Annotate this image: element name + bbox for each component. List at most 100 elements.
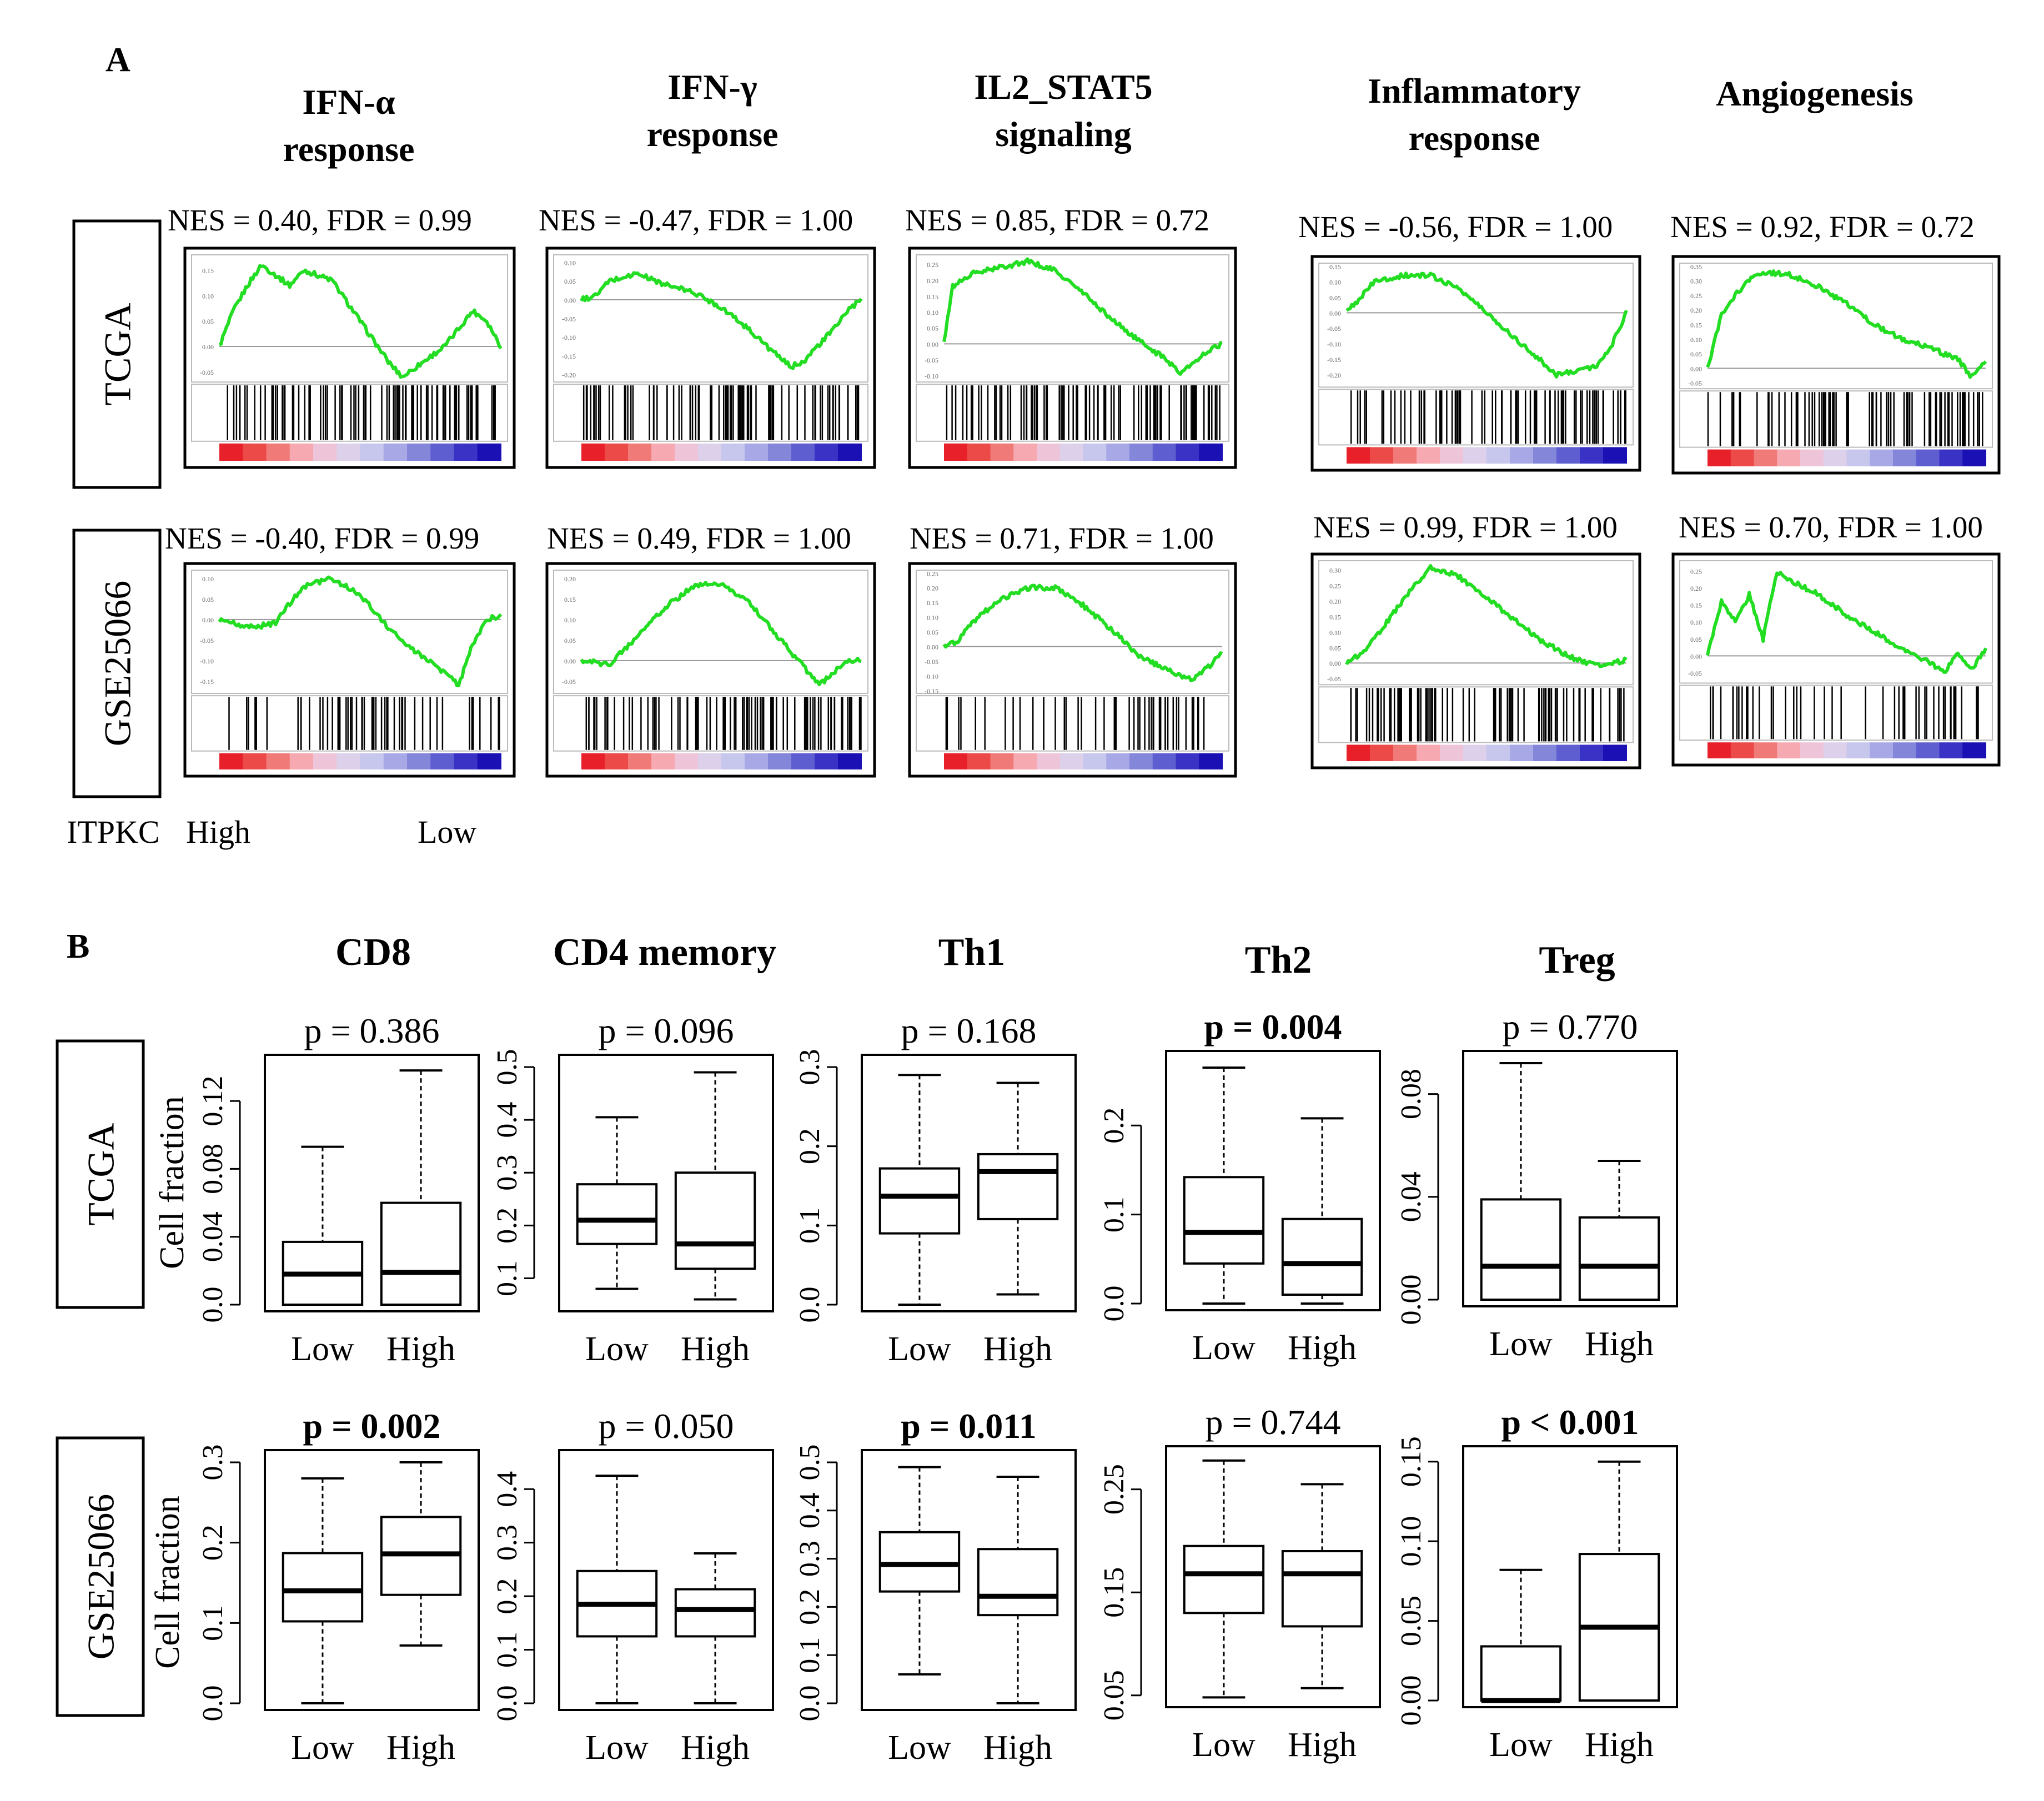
cell-type-title: CD8 (335, 931, 411, 974)
es-tick-label: 0.10 (202, 575, 214, 583)
rank-color-bar-segment (1486, 447, 1510, 464)
y-tick-label: 0.1 (1098, 1196, 1130, 1232)
rank-color-bar-segment (266, 753, 290, 769)
box-high (1578, 1460, 1660, 1702)
x-tick-label: High (681, 1729, 750, 1767)
gsea-plot: 0.25 0.20 0.15 0.10 0.05 0.00 -0.05 (1671, 552, 2001, 767)
panel-a-label: A (106, 41, 130, 79)
box-low (1480, 1062, 1562, 1301)
es-tick-label: -0.20 (1327, 371, 1341, 379)
rank-color-bar-segment (1603, 447, 1627, 464)
x-tick-label: High (1585, 1726, 1654, 1764)
es-plot-area (916, 254, 1229, 383)
es-tick-label: -0.10 (1327, 340, 1341, 348)
rank-color-bar-segment (628, 443, 652, 461)
box-plot-frame (558, 1449, 774, 1711)
es-tick-label: 0.25 (927, 261, 938, 269)
dataset-label: GSE25066 (97, 581, 139, 746)
p-value-label: p = 0.004 (1204, 1007, 1342, 1047)
cell-type-title: Treg (1539, 939, 1615, 982)
rank-color-bar-segment (768, 753, 792, 769)
rank-color-bar-segment (745, 443, 769, 461)
gsea-column-title: signaling (995, 114, 1131, 154)
x-tick-label: High (983, 1330, 1052, 1368)
es-plot-area (1318, 560, 1634, 686)
x-tick-label: High (1288, 1726, 1357, 1764)
es-tick-label: 0.00 (1329, 660, 1341, 667)
box-low (878, 1466, 961, 1676)
y-tick-label: 0.0 (491, 1686, 523, 1722)
gsea-column-title: IFN-α (302, 82, 395, 122)
y-tick-label: 0.04 (197, 1211, 229, 1262)
dataset-label-box (72, 219, 162, 489)
rank-color-bar-segment (1893, 742, 1917, 758)
es-tick-label: 0.15 (1329, 263, 1341, 271)
rank-color-bar-segment (651, 753, 675, 769)
cell-type-title: CD4 memory (553, 931, 776, 974)
es-tick-label: -0.05 (1688, 380, 1702, 388)
enrichment-score-curve (1706, 571, 1987, 674)
gsea-plot: 0.35 0.30 0.25 0.20 0.15 0.10 0.05 0.00 -0.05 (1671, 255, 2001, 475)
x-tick-label: Low (585, 1729, 649, 1767)
box-low (1183, 1066, 1265, 1305)
es-tick-label: 0.20 (927, 585, 938, 592)
box-low (576, 1475, 658, 1704)
rank-color-bar-segment (1393, 447, 1417, 464)
y-tick-label: 0.3 (794, 1049, 826, 1085)
rank-color-bar-segment (721, 443, 745, 461)
es-tick-label: 0.00 (927, 643, 938, 651)
rank-color-bar-segment (1106, 753, 1130, 769)
rank-color-bar-segment (1800, 742, 1824, 758)
rank-color-bar-segment (1916, 449, 1940, 466)
es-tick-label: 0.05 (564, 637, 576, 645)
rank-color-bar-segment (1129, 443, 1153, 461)
enrichment-score-curve (1345, 564, 1628, 668)
es-plot-area (916, 570, 1229, 695)
rank-color-bar-segment (581, 753, 605, 769)
box-plot: p = 0.168 0.0 0.1 0.2 0.3 Low High (794, 1011, 1077, 1368)
es-tick-label: 0.00 (927, 340, 938, 348)
rank-color-bar-segment (1893, 449, 1917, 466)
rank-color-bar-segment (219, 753, 244, 769)
rank-color-bar-segment (1486, 744, 1510, 761)
box-high (674, 1071, 756, 1301)
nes-fdr-label: NES = 0.92, FDR = 0.72 (1670, 210, 1975, 244)
rank-color-bar-segment (1754, 742, 1778, 758)
es-tick-label: 0.05 (1690, 636, 1702, 643)
y-tick-label: 0.12 (197, 1076, 229, 1126)
y-tick-label: 0.15 (1395, 1436, 1427, 1487)
panel-b: B CD8 CD4 memory Th1 Th2 Treg TCGA GSE25066 Cell… (56, 928, 1678, 1767)
y-tick-label: 0.0 (197, 1287, 229, 1323)
x-tick-label: Low (888, 1729, 951, 1767)
rank-color-bar-segment (1013, 753, 1037, 769)
gsea-column-title: response (1408, 118, 1540, 158)
gsea-plot: 0.25 0.20 0.15 0.10 0.05 0.00 -0.05 -0.10 (908, 246, 1237, 469)
p-value-label: p = 0.050 (598, 1406, 734, 1446)
rank-color-bar-segment (675, 443, 699, 461)
p-value-label: p = 0.770 (1502, 1007, 1638, 1047)
box-plot-frame (861, 1449, 1077, 1711)
rank-color-bar-segment (1754, 449, 1778, 466)
y-tick-label: 0.08 (1395, 1069, 1427, 1119)
es-tick-label: 0.10 (1329, 628, 1341, 636)
rank-color-bar-segment (721, 753, 745, 769)
interquartile-box (1480, 1198, 1562, 1301)
rank-color-bar-segment (1510, 447, 1534, 464)
rank-color-bar-segment (815, 443, 838, 461)
dataset-label: GSE25066 (80, 1494, 122, 1659)
box-low (878, 1074, 961, 1306)
es-tick-label: 0.10 (564, 259, 576, 266)
rank-color-bar-segment (944, 753, 968, 769)
rank-color-bar-segment (454, 443, 478, 461)
x-tick-label: High (983, 1729, 1052, 1767)
enrichment-score-curve (218, 264, 503, 379)
es-tick-label: 0.00 (1690, 652, 1702, 660)
gsea-column-title: Angiogenesis (1716, 74, 1914, 113)
hit-area (191, 384, 508, 442)
rank-color-bar-segment (1347, 447, 1370, 464)
rank-color-bar-segment (698, 753, 722, 769)
rank-color-bar-segment (1347, 744, 1370, 761)
nes-fdr-label: NES = 0.40, FDR = 0.99 (168, 203, 472, 237)
nes-fdr-label: NES = 0.70, FDR = 1.00 (1679, 510, 1983, 544)
y-tick-label: 0.15 (1098, 1567, 1130, 1618)
